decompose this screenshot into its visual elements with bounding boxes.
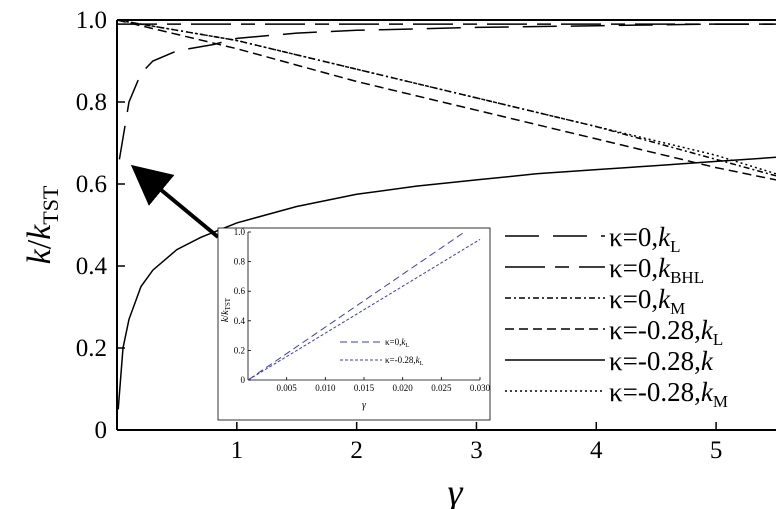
inset-legend: κ=0,kL κ=-0.28,kL: [340, 337, 424, 367]
inset-y-axis-label: k/kTST: [220, 297, 232, 322]
inset-y-tick-label: 0.8: [234, 257, 246, 267]
inset-y-tick-label: 0.2: [234, 345, 245, 355]
y-axis-label-k: k: [21, 248, 58, 264]
inset-y-tick-label: 1.0: [234, 227, 246, 237]
inset-axis-ticks: 0.005 0.010 0.015 0.020 0.025 0.030 0 0.2 0.4 0.6…: [234, 227, 491, 393]
y-axis-label-sub: TST: [38, 185, 63, 225]
pointer-arrow: [130, 164, 220, 239]
x-tick-label: 4: [590, 437, 603, 464]
series-line-1: [118, 23, 776, 160]
legend-label-3: κ=0,kM: [609, 284, 685, 318]
inset-series-group: [247, 231, 481, 381]
x-axis-label: γ: [448, 472, 464, 509]
y-axis-label: k/kTST: [21, 185, 63, 264]
series-line-5: [117, 156, 776, 410]
inset-x-tick-label: 0.020: [393, 383, 414, 393]
inset-background: [217, 227, 491, 421]
inset-x-tick-label: 0.015: [354, 383, 375, 393]
x-tick-label: 1: [231, 437, 244, 464]
inset-x-axis-label: γ: [362, 400, 367, 411]
y-tick-label: 0.6: [76, 171, 107, 198]
legend-label-2: κ=0,kBHL: [609, 253, 704, 287]
legend-label-5: κ=-0.28,k: [609, 346, 714, 376]
y-axis-label-k2: k: [21, 224, 58, 240]
inset-legend-label-1: κ=0,kL: [385, 337, 409, 349]
y-tick-label: 1.0: [76, 7, 107, 34]
y-axis-label-sep: /: [21, 239, 58, 249]
y-tick-label: 0.4: [76, 253, 108, 280]
inset-x-tick-label: 0.005: [277, 383, 298, 393]
main-axis-ticks: 1 2 3 4 5 0 0.2 0.4 0.6 0.8 1.0: [76, 7, 723, 464]
inset-legend-label-2: κ=-0.28,kL: [385, 355, 424, 367]
inset-y-tick-label: 0.4: [234, 316, 246, 326]
inset-x-tick-label: 0.010: [315, 383, 336, 393]
main-plot-frame: [116, 19, 776, 431]
x-tick-label: 3: [470, 437, 483, 464]
inset-x-tick-label: 0.030: [470, 383, 491, 393]
y-tick-label: 0.8: [76, 89, 107, 116]
x-tick-label: 2: [350, 437, 363, 464]
legend-label-6: κ=-0.28,kM: [609, 377, 728, 411]
main-series-group: [116, 19, 776, 410]
inset-chart: 0.005 0.010 0.015 0.020 0.025 0.030 0 0.2 0.4 0.6…: [217, 227, 491, 421]
legend-label-4: κ=-0.28,kL: [609, 315, 723, 349]
series-line-4: [116, 19, 776, 181]
y-tick-label: 0.2: [76, 335, 107, 362]
inset-x-tick-label: 0.025: [431, 383, 452, 393]
inset-y-tick-label: 0: [241, 375, 246, 385]
y-tick-label: 0: [95, 417, 108, 444]
legend-label-1: κ=0,kL: [609, 222, 680, 256]
inset-y-tick-label: 0.6: [234, 286, 246, 296]
x-tick-label: 5: [710, 437, 723, 464]
series-line-6: [116, 19, 776, 175]
main-legend: κ=0,kLκ=0,kBHLκ=0,kMκ=-0.28,kLκ=-0.28,kκ…: [505, 222, 728, 411]
inset-series-line-2: [247, 238, 481, 381]
